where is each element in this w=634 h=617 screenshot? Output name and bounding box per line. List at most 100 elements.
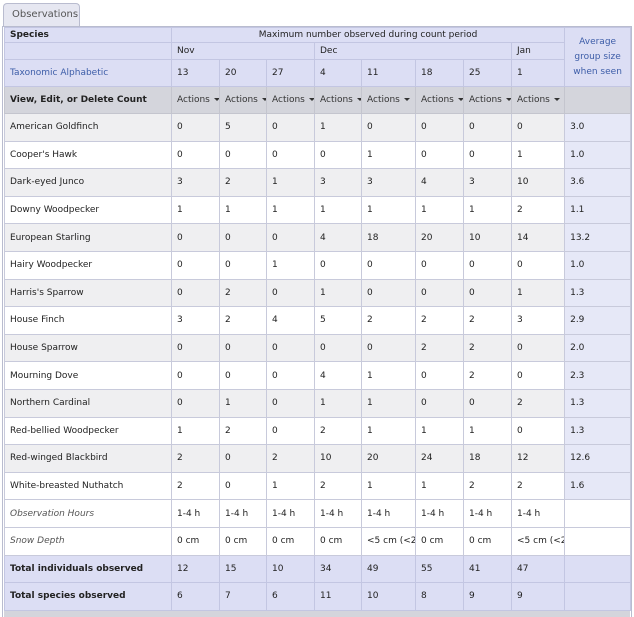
- count-cell: 10: [314, 444, 362, 473]
- count-cell: 3: [314, 168, 362, 197]
- species-row: Mourning Dove 0 0 0 4 1 0 2 0 2.3: [4, 361, 632, 390]
- count-cell: 0: [314, 333, 362, 363]
- count-cell: 4: [415, 168, 464, 197]
- count-cell: 0: [171, 361, 220, 390]
- avg-group-size-cell: 1.0: [564, 140, 632, 170]
- count-cell: 2: [510, 471, 566, 501]
- count-cell: 0: [415, 388, 464, 418]
- observation-hours-cell: 1-4 h: [219, 499, 267, 528]
- count-cell: 2: [510, 195, 566, 225]
- count-cell: 0: [361, 113, 416, 142]
- avg-group-size-cell: 1.3: [564, 388, 632, 418]
- observation-hours-cell: 1-4 h: [266, 499, 315, 528]
- count-cell: 4: [314, 223, 362, 252]
- observation-hours-row: Observation Hours 1-4 h 1-4 h 1-4 h 1-4 …: [4, 499, 632, 528]
- caret-down-icon: [308, 98, 314, 101]
- species-name: Dark-eyed Junco: [4, 168, 172, 197]
- total-species-cell: 7: [219, 582, 267, 611]
- actions-dropdown[interactable]: Actions: [361, 86, 416, 114]
- count-cell: 1: [314, 195, 362, 225]
- snow-depth-cell: <5 cm (<2"): [510, 526, 566, 556]
- snow-depth-cell: 0 cm: [219, 526, 267, 556]
- day-header: 13: [171, 59, 220, 87]
- actions-dropdown[interactable]: Actions: [463, 86, 512, 114]
- observation-hours-cell: 1-4 h: [463, 499, 512, 528]
- count-cell: 1: [219, 195, 267, 225]
- avg-group-size-cell: 1.6: [564, 471, 632, 501]
- avg-group-size-cell: 2.9: [564, 306, 632, 335]
- month-nov: Nov: [171, 42, 315, 60]
- tab-observations[interactable]: Observations: [3, 3, 80, 27]
- species-row: White-breasted Nuthatch 2 0 1 2 1 1 2 2 1.6: [4, 471, 632, 501]
- count-cell: 1: [415, 471, 464, 501]
- month-dec: Dec: [314, 42, 512, 60]
- total-species-cell: 6: [171, 582, 220, 611]
- actions-dropdown[interactable]: Actions: [266, 86, 315, 114]
- species-name: Red-winged Blackbird: [4, 444, 172, 473]
- avg-group-size-header[interactable]: Average group size when seen: [564, 27, 632, 87]
- count-cell: 1: [361, 416, 416, 446]
- actions-dropdown[interactable]: Actions: [415, 86, 464, 114]
- count-cell: 1: [361, 471, 416, 501]
- count-cell: 0: [415, 250, 464, 280]
- count-cell: 1: [361, 361, 416, 390]
- count-cell: 0: [266, 140, 315, 170]
- count-cell: 2: [463, 471, 512, 501]
- count-cell: 0: [171, 388, 220, 418]
- total-species-label: Total species observed: [4, 582, 172, 611]
- avg-group-size-cell: 3.0: [564, 113, 632, 142]
- count-cell: 0: [219, 223, 267, 252]
- count-cell: 0: [314, 140, 362, 170]
- caret-down-icon: [261, 98, 266, 101]
- count-cell: 1: [266, 471, 315, 501]
- species-name: House Finch: [4, 306, 172, 335]
- count-cell: 0: [266, 223, 315, 252]
- count-cell: 2: [171, 471, 220, 501]
- observation-hours-cell: 1-4 h: [361, 499, 416, 528]
- count-cell: 2: [314, 471, 362, 501]
- count-cell: 1: [266, 195, 315, 225]
- count-cell: 2: [415, 306, 464, 335]
- count-cell: 0: [171, 140, 220, 170]
- caret-down-icon: [553, 98, 560, 101]
- species-row: Harris's Sparrow 0 2 0 1 0 0 0 1 1.3: [4, 278, 632, 308]
- total-individuals-cell: 12: [171, 554, 220, 584]
- taxonomic-alphabetic-sort-link[interactable]: Taxonomic Alphabetic: [4, 59, 172, 87]
- total-individuals-cell: 41: [463, 554, 512, 584]
- count-cell: 20: [415, 223, 464, 252]
- species-row: Red-bellied Woodpecker 1 2 0 2 1 1 1 0 1.3: [4, 416, 632, 446]
- snow-depth-cell: 0 cm: [463, 526, 512, 556]
- header-row-days: Taxonomic Alphabetic 13 20 27 4 11 18 25…: [4, 59, 631, 87]
- actions-dropdown[interactable]: Actions: [314, 86, 362, 114]
- count-cell: 1: [361, 195, 416, 225]
- count-cell: 2: [361, 306, 416, 335]
- count-cell: 2: [415, 333, 464, 363]
- header-row-months: Nov Dec Jan: [4, 42, 631, 60]
- count-cell: 18: [361, 223, 416, 252]
- avg-group-size-cell: 12.6: [564, 444, 632, 473]
- actions-dropdown[interactable]: Actions: [171, 86, 220, 114]
- count-cell: 10: [510, 168, 566, 197]
- actions-dropdown[interactable]: Actions: [510, 86, 566, 114]
- observation-hours-label: Observation Hours: [4, 499, 172, 528]
- count-cell: 0: [510, 416, 566, 446]
- count-cell: 2: [463, 306, 512, 335]
- observation-hours-cell: 1-4 h: [314, 499, 362, 528]
- count-cell: 2: [463, 361, 512, 390]
- count-cell: 1: [510, 140, 566, 170]
- count-cell: 0: [463, 278, 512, 308]
- species-row: Cooper's Hawk 0 0 0 0 1 0 0 1 1.0: [4, 140, 632, 170]
- count-cell: 1: [314, 113, 362, 142]
- observation-hours-cell: 1-4 h: [510, 499, 566, 528]
- count-cell: 2: [171, 444, 220, 473]
- period-header: Maximum number observed during count per…: [170, 27, 566, 43]
- tab-bar: Observations: [0, 0, 634, 27]
- actions-dropdown[interactable]: Actions: [219, 86, 267, 114]
- count-cell: 0: [171, 223, 220, 252]
- snow-depth-cell: 0 cm: [171, 526, 220, 556]
- month-jan: Jan: [510, 42, 566, 60]
- total-individuals-cell: 49: [361, 554, 416, 584]
- count-cell: 0: [361, 250, 416, 280]
- total-individuals-cell: 10: [266, 554, 315, 584]
- count-cell: 3: [171, 306, 220, 335]
